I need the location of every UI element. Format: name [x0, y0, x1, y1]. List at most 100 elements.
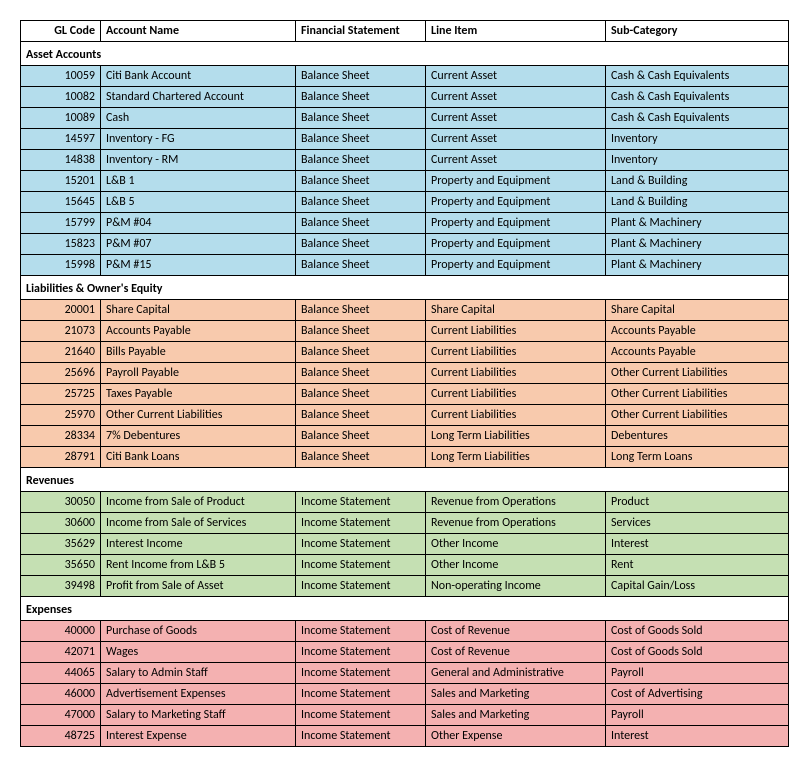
- header-name: Account Name: [101, 21, 296, 42]
- cell-line: Other Expense: [426, 726, 606, 747]
- cell-fs: Income Statement: [296, 576, 426, 597]
- cell-code: 46000: [21, 684, 101, 705]
- cell-code: 44065: [21, 663, 101, 684]
- header-code: GL Code: [21, 21, 101, 42]
- cell-name: Citi Bank Loans: [101, 447, 296, 468]
- cell-line: Other Income: [426, 534, 606, 555]
- cell-code: 25970: [21, 405, 101, 426]
- table-row: 35629Interest IncomeIncome StatementOthe…: [21, 534, 789, 555]
- cell-line: Sales and Marketing: [426, 705, 606, 726]
- cell-line: Revenue from Operations: [426, 492, 606, 513]
- cell-sub: Cost of Goods Sold: [606, 642, 789, 663]
- cell-name: Inventory - FG: [101, 129, 296, 150]
- table-row: 10082Standard Chartered AccountBalance S…: [21, 87, 789, 108]
- table-row: 15823P&M #07Balance SheetProperty and Eq…: [21, 234, 789, 255]
- cell-fs: Income Statement: [296, 726, 426, 747]
- cell-line: Revenue from Operations: [426, 513, 606, 534]
- cell-line: Property and Equipment: [426, 213, 606, 234]
- cell-fs: Income Statement: [296, 705, 426, 726]
- table-row: 14597Inventory - FGBalance SheetCurrent …: [21, 129, 789, 150]
- cell-name: L&B 5: [101, 192, 296, 213]
- cell-code: 10059: [21, 66, 101, 87]
- cell-sub: Interest: [606, 534, 789, 555]
- cell-fs: Balance Sheet: [296, 363, 426, 384]
- section-title: Liabilities & Owner's Equity: [21, 276, 789, 300]
- cell-name: Interest Income: [101, 534, 296, 555]
- cell-fs: Income Statement: [296, 684, 426, 705]
- cell-sub: Cash & Cash Equivalents: [606, 87, 789, 108]
- cell-name: Citi Bank Account: [101, 66, 296, 87]
- cell-sub: Rent: [606, 555, 789, 576]
- table-row: 39498Profit from Sale of AssetIncome Sta…: [21, 576, 789, 597]
- cell-fs: Balance Sheet: [296, 150, 426, 171]
- cell-line: Current Liabilities: [426, 321, 606, 342]
- cell-code: 21073: [21, 321, 101, 342]
- cell-fs: Balance Sheet: [296, 405, 426, 426]
- cell-sub: Long Term Loans: [606, 447, 789, 468]
- table-row: 15645L&B 5Balance SheetProperty and Equi…: [21, 192, 789, 213]
- cell-line: Property and Equipment: [426, 234, 606, 255]
- cell-line: Current Liabilities: [426, 405, 606, 426]
- cell-name: P&M #04: [101, 213, 296, 234]
- cell-code: 21640: [21, 342, 101, 363]
- cell-code: 35629: [21, 534, 101, 555]
- cell-name: Income from Sale of Product: [101, 492, 296, 513]
- cell-fs: Income Statement: [296, 513, 426, 534]
- cell-line: Current Asset: [426, 108, 606, 129]
- cell-line: Cost of Revenue: [426, 642, 606, 663]
- cell-fs: Balance Sheet: [296, 171, 426, 192]
- cell-sub: Cost of Advertising: [606, 684, 789, 705]
- cell-sub: Cost of Goods Sold: [606, 621, 789, 642]
- cell-code: 28334: [21, 426, 101, 447]
- cell-sub: Plant & Machinery: [606, 234, 789, 255]
- cell-code: 47000: [21, 705, 101, 726]
- cell-sub: Cash & Cash Equivalents: [606, 66, 789, 87]
- cell-code: 14838: [21, 150, 101, 171]
- cell-name: P&M #07: [101, 234, 296, 255]
- table-row: 46000Advertisement ExpensesIncome Statem…: [21, 684, 789, 705]
- table-row: 40000Purchase of GoodsIncome StatementCo…: [21, 621, 789, 642]
- cell-code: 30600: [21, 513, 101, 534]
- cell-sub: Services: [606, 513, 789, 534]
- cell-sub: Inventory: [606, 150, 789, 171]
- cell-line: Share Capital: [426, 300, 606, 321]
- cell-fs: Balance Sheet: [296, 447, 426, 468]
- cell-name: Standard Chartered Account: [101, 87, 296, 108]
- cell-sub: Capital Gain/Loss: [606, 576, 789, 597]
- cell-name: P&M #15: [101, 255, 296, 276]
- cell-name: Cash: [101, 108, 296, 129]
- cell-fs: Balance Sheet: [296, 384, 426, 405]
- cell-code: 15645: [21, 192, 101, 213]
- cell-code: 48725: [21, 726, 101, 747]
- cell-sub: Plant & Machinery: [606, 213, 789, 234]
- header-sub: Sub-Category: [606, 21, 789, 42]
- cell-name: Inventory - RM: [101, 150, 296, 171]
- table-row: 15998P&M #15Balance SheetProperty and Eq…: [21, 255, 789, 276]
- cell-code: 15201: [21, 171, 101, 192]
- cell-name: Advertisement Expenses: [101, 684, 296, 705]
- cell-name: Wages: [101, 642, 296, 663]
- cell-line: Sales and Marketing: [426, 684, 606, 705]
- table-row: 21073Accounts PayableBalance SheetCurren…: [21, 321, 789, 342]
- cell-sub: Accounts Payable: [606, 342, 789, 363]
- cell-sub: Other Current Liabilities: [606, 405, 789, 426]
- cell-fs: Balance Sheet: [296, 255, 426, 276]
- table-row: 10059Citi Bank AccountBalance SheetCurre…: [21, 66, 789, 87]
- cell-name: Payroll Payable: [101, 363, 296, 384]
- cell-fs: Balance Sheet: [296, 66, 426, 87]
- header-line: Line Item: [426, 21, 606, 42]
- cell-line: Current Asset: [426, 129, 606, 150]
- cell-name: Taxes Payable: [101, 384, 296, 405]
- table-row: 47000Salary to Marketing StaffIncome Sta…: [21, 705, 789, 726]
- table-row: 14838Inventory - RMBalance SheetCurrent …: [21, 150, 789, 171]
- cell-name: Salary to Admin Staff: [101, 663, 296, 684]
- cell-line: Other Income: [426, 555, 606, 576]
- cell-sub: Product: [606, 492, 789, 513]
- cell-name: L&B 1: [101, 171, 296, 192]
- section-row: Asset Accounts: [21, 42, 789, 66]
- cell-name: Profit from Sale of Asset: [101, 576, 296, 597]
- table-row: 30050Income from Sale of ProductIncome S…: [21, 492, 789, 513]
- cell-line: Long Term Liabilities: [426, 426, 606, 447]
- section-row: Expenses: [21, 597, 789, 621]
- cell-name: Salary to Marketing Staff: [101, 705, 296, 726]
